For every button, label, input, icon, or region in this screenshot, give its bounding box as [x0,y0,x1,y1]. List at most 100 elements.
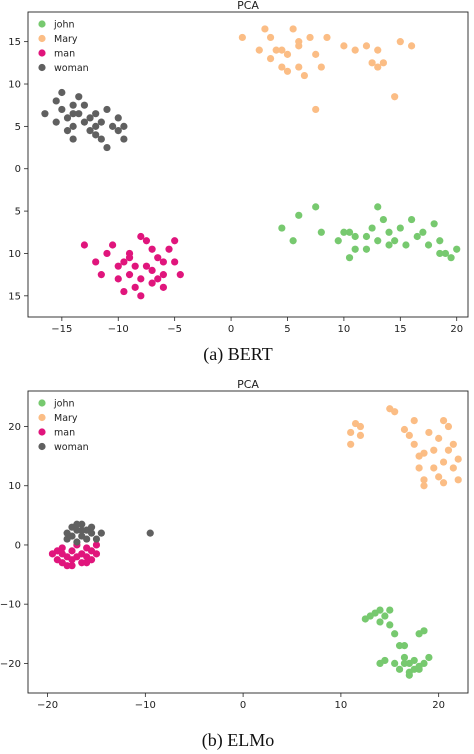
data-point-man [68,547,76,555]
data-point-mary [356,431,365,440]
data-point-john [386,606,394,614]
data-point-john [395,665,404,673]
legend-label: man [54,49,75,60]
chart-title: PCA [237,378,259,391]
y-tick-label: 15 [8,291,21,302]
data-point-mary [444,422,453,431]
legend-label: Mary [54,413,78,424]
data-point-john [376,606,384,614]
data-point-woman [109,122,117,130]
data-point-man [125,271,134,279]
data-point-woman [73,520,81,528]
data-point-woman [75,93,83,101]
data-point-john [295,211,303,219]
data-point-john [345,228,354,236]
y-tick-label: 0 [15,164,21,175]
data-point-woman [87,529,96,537]
data-point-woman [86,114,94,122]
data-point-john [312,203,320,211]
data-point-man [80,241,89,249]
data-point-woman [92,131,100,139]
data-point-mary [435,434,443,442]
data-point-john [351,232,359,241]
data-point-mary [255,46,263,54]
data-point-john [400,653,409,662]
legend-label: woman [54,442,89,453]
data-point-man [58,544,66,552]
data-point-john [441,249,450,258]
data-point-john [391,659,399,667]
legend: john Mary man woman [38,399,89,453]
data-point-woman [63,535,71,543]
data-point-john [317,228,325,236]
data-point-john [345,254,354,262]
data-point-man [165,245,173,253]
data-point-mary [312,105,320,114]
data-point-woman [58,88,66,97]
legend-marker [38,20,46,28]
data-point-man [92,541,101,549]
legend-label: john [53,399,75,410]
data-point-mary [351,46,359,54]
data-point-woman [75,110,83,118]
legend-marker [38,49,46,57]
data-point-mary [266,54,275,63]
data-point-man [154,275,162,283]
data-point-john [381,612,389,620]
legend-label: john [53,20,75,31]
y-tick-label: 10 [8,80,21,91]
data-point-mary [391,93,399,101]
data-point-john [402,241,410,249]
data-point-woman [103,105,111,114]
data-point-mary [407,42,416,50]
plot-frame [27,390,469,694]
data-point-mary [272,46,280,54]
data-point-mary [295,38,303,46]
data-point-man [171,258,179,266]
data-point-john [278,224,286,232]
data-point-john [453,245,461,253]
data-point-john [420,659,428,667]
data-point-man [131,262,139,270]
data-point-woman [92,535,101,543]
data-point-mary [238,33,246,42]
data-point-woman [63,127,72,135]
data-point-mary [362,42,371,50]
elmo-panel: PCA −20 −10 0 10 20 20 10 0 −10 −20 john Mary man woma… [0,378,469,751]
data-point-mary [300,71,309,80]
data-point-woman [78,526,86,534]
data-point-man [148,266,156,275]
data-point-woman [69,110,77,118]
data-point-mary [289,25,297,33]
data-point-john [381,656,389,665]
data-point-mary [347,440,355,448]
data-point-mary [295,63,303,71]
data-point-mary [439,479,448,487]
data-point-man [109,241,117,249]
data-point-mary [379,59,387,67]
data-point-john [420,627,428,635]
data-point-man [137,292,145,300]
data-point-mary [278,46,286,54]
data-point-mary [454,455,462,463]
data-point-woman [97,529,105,537]
bert-panel: PCA −15 −10 −5 0 5 10 15 20 15 10 5 0 5 10 15 john Mary ma… [8,0,469,365]
y-tick-label: 5 [15,122,21,133]
data-point-john [413,232,421,241]
x-tick-label: −20 [37,700,58,711]
data-point-john [362,245,371,253]
data-point-mary [261,25,269,33]
data-point-man [114,262,122,270]
x-tick-label: 20 [432,700,445,711]
data-point-woman [63,114,72,122]
data-point-mary [400,425,409,434]
data-point-john [289,237,297,245]
data-point-mary [454,476,462,484]
data-point-mary [323,33,331,42]
data-point-mary [449,440,457,448]
series-woman [63,520,154,546]
series-woman [41,88,128,152]
x-tick-label: 5 [284,324,290,335]
data-point-mary [368,59,376,67]
data-point-woman [41,110,49,118]
